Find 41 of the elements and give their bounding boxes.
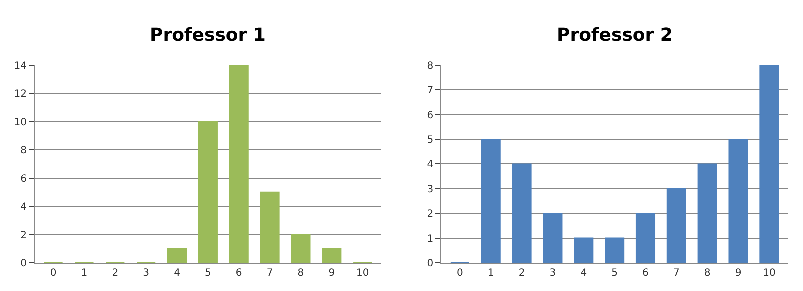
chart-title: Professor 1 <box>150 25 266 46</box>
x-tick-label: 6 <box>236 268 242 279</box>
x-tick-label: 0 <box>50 268 57 279</box>
x-tick-label: 9 <box>735 268 742 279</box>
x-tick-label: 5 <box>205 268 212 279</box>
y-tick-label: 8 <box>20 146 27 157</box>
y-tick-label: 0 <box>20 258 27 270</box>
x-tick-label: 2 <box>112 268 119 279</box>
x-tick-label: 1 <box>81 268 88 279</box>
y-tick-label: 6 <box>20 174 27 185</box>
y-tick-label: 4 <box>20 202 27 214</box>
x-tick-label: 4 <box>580 268 588 279</box>
x-tick-label: 7 <box>673 268 680 279</box>
x-tick-label: 10 <box>356 268 370 279</box>
y-tick-label: 7 <box>427 86 434 97</box>
y-tick-label: 2 <box>427 209 434 220</box>
y-tick-label: 14 <box>14 60 27 72</box>
y-tick-label: 2 <box>20 230 27 242</box>
x-tick-label: 5 <box>612 268 618 279</box>
y-tick-label: 8 <box>427 60 434 72</box>
x-tick-label: 7 <box>266 268 274 279</box>
y-tick-label: 12 <box>14 89 27 100</box>
x-tick-label: 3 <box>550 268 556 279</box>
y-tick-label: 5 <box>427 135 434 146</box>
chart-title: Professor 2 <box>557 25 673 46</box>
x-tick-label: 8 <box>298 268 304 279</box>
y-tick-label: 10 <box>14 117 27 128</box>
x-tick-label: 1 <box>488 268 494 279</box>
x-tick-label: 0 <box>456 268 464 279</box>
x-tick-label: 4 <box>174 268 180 279</box>
y-tick-label: 3 <box>427 184 434 196</box>
y-tick-label: 6 <box>427 110 434 122</box>
x-tick-label: 9 <box>328 268 336 279</box>
y-tick-label: 0 <box>427 258 434 270</box>
x-tick-label: 3 <box>143 268 150 279</box>
y-tick-label: 4 <box>427 160 434 171</box>
y-tick-label: 1 <box>427 234 434 245</box>
x-tick-label: 2 <box>518 268 526 279</box>
x-tick-label: 6 <box>642 268 649 279</box>
x-tick-label: 10 <box>763 268 776 279</box>
x-tick-label: 8 <box>704 268 711 279</box>
